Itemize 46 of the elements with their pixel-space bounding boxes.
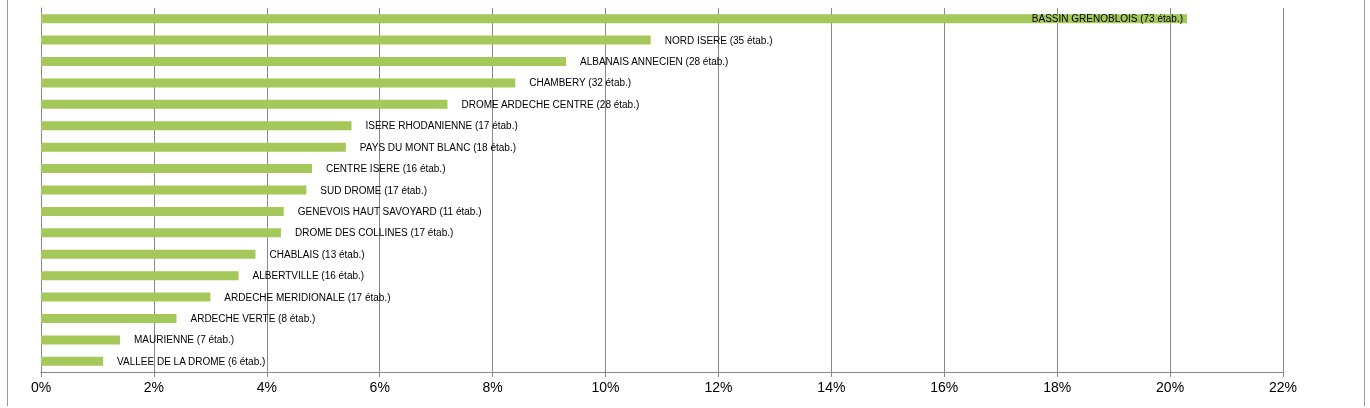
- y-tick-label: DROME DES COLLINES (17 étab.): [294, 227, 454, 239]
- bar: [41, 121, 352, 131]
- y-tick-label: ARDECHE MERIDIONALE (17 étab.): [224, 291, 391, 303]
- y-tick-label: GENEVOIS HAUT SAVOYARD (11 étab.): [297, 205, 482, 217]
- y-tick-label: CHABLAIS (13 étab.): [269, 248, 365, 260]
- y-tick-label: VALLEE DE LA DROME (6 étab.): [117, 355, 266, 367]
- x-tick-label: 14%: [817, 379, 846, 395]
- bar: [41, 335, 121, 345]
- bar: [41, 14, 1188, 24]
- x-tick-label: 8%: [482, 379, 503, 395]
- x-tick-label: 10%: [591, 379, 620, 395]
- x-tick-label: 2%: [143, 379, 165, 395]
- y-tick-label: ALBANAIS ANNECIEN (28 étab.): [580, 56, 729, 68]
- y-tick-label: ISERE RHODANIENNE (17 étab.): [365, 120, 518, 132]
- y-tick-label: PAYS DU MONT BLANC (18 étab.): [359, 141, 517, 153]
- y-tick-label: DROME ARDECHE CENTRE (28 étab.): [461, 98, 640, 110]
- y-tick-label: BASSIN GRENOBLOIS (73 étab.): [1031, 13, 1184, 25]
- x-tick-label: 12%: [704, 379, 733, 395]
- y-tick-label: SUD DROME (17 étab.): [320, 184, 428, 196]
- bar: [41, 228, 281, 238]
- bar: [41, 99, 448, 109]
- bar: [41, 185, 307, 195]
- y-tick-label: NORD ISERE (35 étab.): [664, 34, 773, 46]
- bar: [41, 35, 651, 45]
- bar: [41, 292, 211, 302]
- x-tick-label: 16%: [930, 379, 959, 395]
- bar: [41, 271, 239, 281]
- bar: [41, 356, 104, 366]
- x-tick-label: 22%: [1268, 379, 1298, 395]
- bar: [41, 78, 516, 88]
- bar: [41, 313, 177, 323]
- bar: [41, 206, 284, 216]
- x-tick-label: 0%: [30, 379, 52, 395]
- x-tick-label: 20%: [1156, 379, 1185, 395]
- y-tick-label: ARDECHE VERTE (8 étab.): [190, 312, 316, 324]
- y-tick-label: CENTRE ISERE (16 étab.): [325, 163, 446, 175]
- x-tick-label: 18%: [1043, 379, 1072, 395]
- y-tick-label: CHAMBERY (32 étab.): [529, 77, 632, 89]
- x-tick-label: 6%: [369, 379, 390, 395]
- bar: [41, 164, 312, 174]
- bar: [41, 249, 256, 259]
- y-tick-label: ALBERTVILLE (16 étab.): [252, 270, 365, 282]
- bar: [41, 57, 567, 67]
- x-tick-label: 4%: [256, 379, 277, 395]
- bar: [41, 142, 346, 152]
- y-tick-label: MAURIENNE (7 étab.): [134, 334, 235, 346]
